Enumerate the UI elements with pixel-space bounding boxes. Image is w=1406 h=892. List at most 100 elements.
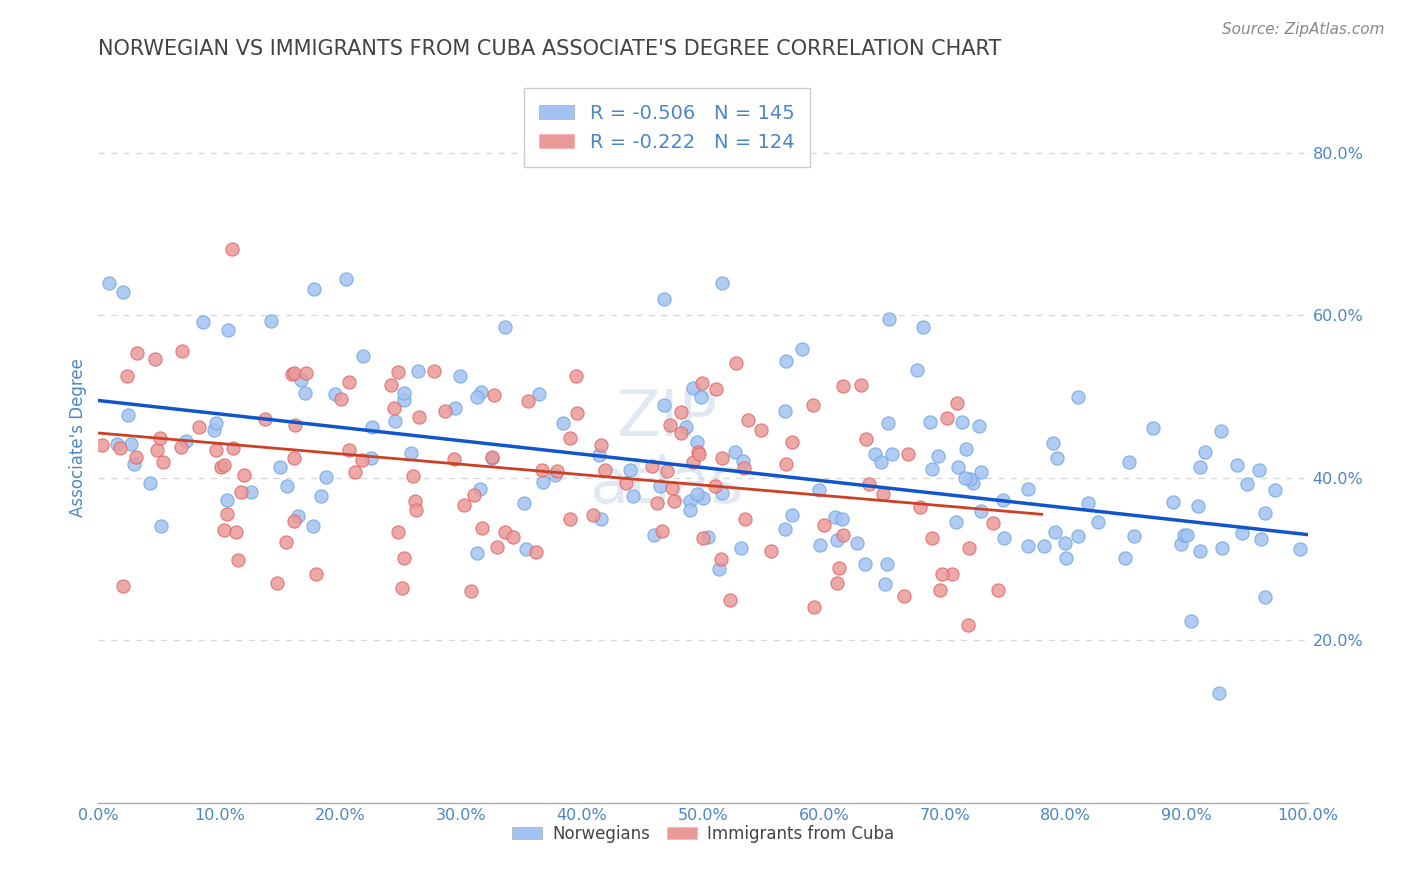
Point <box>650 479 672 493</box>
Point <box>222 441 245 455</box>
Point <box>643 528 665 542</box>
Point <box>212 523 235 537</box>
Point <box>329 392 352 406</box>
Point <box>1230 525 1253 540</box>
Point <box>1054 536 1077 550</box>
Point <box>281 368 304 382</box>
Point <box>831 528 853 542</box>
Point <box>828 561 851 575</box>
Point <box>531 475 554 489</box>
Point <box>1123 529 1146 543</box>
Point <box>589 512 612 526</box>
Point <box>524 545 547 559</box>
Point <box>658 417 681 432</box>
Point <box>484 388 506 402</box>
Point <box>851 378 873 392</box>
Point <box>825 576 848 591</box>
Point <box>931 567 953 582</box>
Point <box>465 546 488 560</box>
Point <box>108 441 131 455</box>
Point <box>669 405 692 419</box>
Point <box>170 440 193 454</box>
Point <box>589 438 612 452</box>
Point <box>339 442 361 457</box>
Point <box>1161 495 1184 509</box>
Point <box>1173 528 1195 542</box>
Point <box>406 364 429 378</box>
Point <box>981 516 1004 531</box>
Point <box>641 458 664 473</box>
Point <box>1289 541 1312 556</box>
Point <box>225 524 247 539</box>
Point <box>845 535 868 549</box>
Point <box>682 454 704 468</box>
Point <box>567 406 589 420</box>
Point <box>1067 390 1090 404</box>
Point <box>921 462 943 476</box>
Point <box>380 377 402 392</box>
Point <box>1054 551 1077 566</box>
Point <box>170 343 193 358</box>
Point <box>1017 539 1039 553</box>
Point <box>460 583 482 598</box>
Point <box>690 390 713 404</box>
Point <box>546 464 568 478</box>
Point <box>494 320 516 334</box>
Point <box>463 488 485 502</box>
Text: ZIP
atlas: ZIP atlas <box>589 387 744 516</box>
Point <box>315 470 337 484</box>
Point <box>90 438 112 452</box>
Point <box>105 437 128 451</box>
Point <box>323 387 346 401</box>
Point <box>260 314 283 328</box>
Point <box>872 487 894 501</box>
Point <box>808 538 831 552</box>
Point <box>266 575 288 590</box>
Point <box>853 557 876 571</box>
Point <box>711 451 734 466</box>
Point <box>686 487 709 501</box>
Point <box>120 436 142 450</box>
Point <box>655 464 678 478</box>
Point <box>1209 424 1232 438</box>
Point <box>143 351 166 366</box>
Point <box>453 498 475 512</box>
Point <box>692 491 714 505</box>
Point <box>391 581 413 595</box>
Point <box>956 618 979 632</box>
Point <box>780 435 803 450</box>
Point <box>352 452 374 467</box>
Point <box>558 512 581 526</box>
Point <box>955 442 977 457</box>
Point <box>1118 455 1140 469</box>
Point <box>955 471 977 485</box>
Point <box>912 319 935 334</box>
Point <box>970 465 993 479</box>
Point <box>970 504 993 518</box>
Point <box>893 589 915 603</box>
Point <box>1142 421 1164 435</box>
Point <box>204 423 226 437</box>
Point <box>1211 541 1233 555</box>
Point <box>294 367 316 381</box>
Point <box>720 593 742 607</box>
Point <box>1042 435 1064 450</box>
Point <box>813 518 835 533</box>
Point <box>239 484 262 499</box>
Point <box>927 449 949 463</box>
Point <box>987 583 1010 598</box>
Point <box>679 503 702 517</box>
Point <box>124 458 146 472</box>
Point <box>1175 528 1198 542</box>
Point <box>588 448 610 462</box>
Point <box>433 403 456 417</box>
Point <box>494 525 516 540</box>
Point <box>352 349 374 363</box>
Point <box>831 379 853 393</box>
Point <box>405 502 427 516</box>
Point <box>1017 482 1039 496</box>
Point <box>111 579 134 593</box>
Point <box>882 447 904 461</box>
Point <box>217 493 239 508</box>
Point <box>737 413 759 427</box>
